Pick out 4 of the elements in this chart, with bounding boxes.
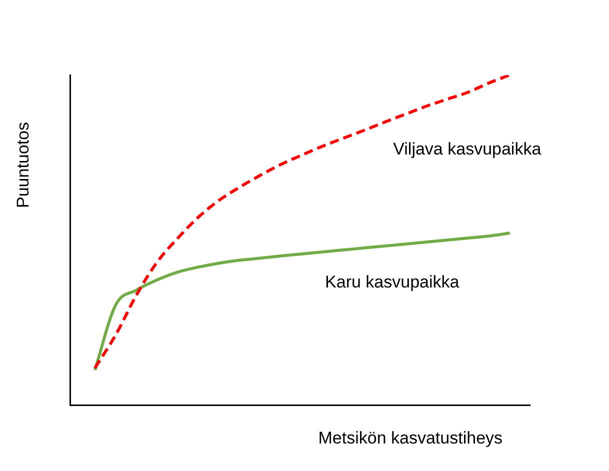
y-axis-title: Puuntuotos [14,122,33,208]
x-axis-title: Metsikön kasvatustiheys [318,428,503,448]
series-label: Karu kasvupaikka [325,272,460,292]
series-label: Viljava kasvupaikka [393,140,542,159]
